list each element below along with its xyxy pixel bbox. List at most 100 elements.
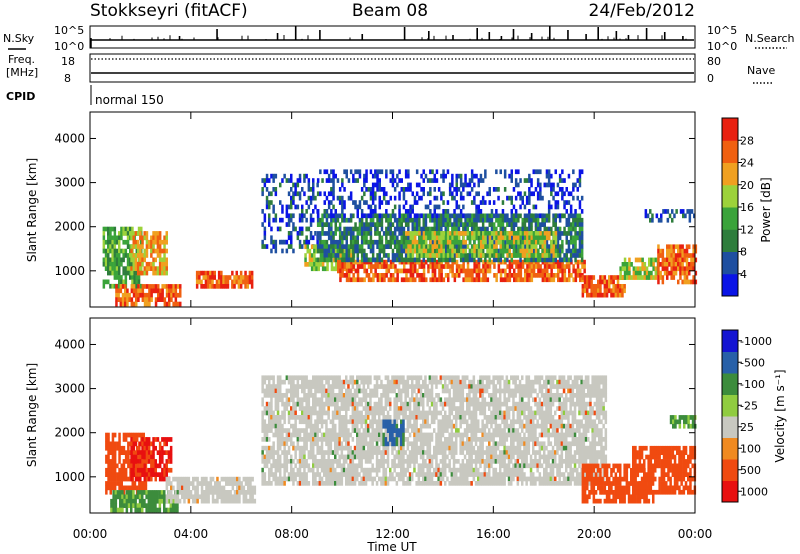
heatmap-cell (565, 277, 569, 283)
heatmap-cell (268, 384, 271, 389)
heatmap-cell (325, 476, 328, 482)
heatmap-cell (152, 441, 155, 447)
heatmap-cell (438, 273, 441, 278)
heatmap-cell (504, 231, 507, 236)
heatmap-cell (135, 292, 138, 298)
heatmap-cell (265, 200, 269, 205)
heatmap-cell (303, 445, 306, 451)
heatmap-cell (488, 222, 491, 227)
heatmap-cell (347, 231, 351, 236)
heatmap-cell (451, 257, 454, 263)
heatmap-cell (486, 239, 489, 245)
heatmap-cell (506, 253, 509, 258)
heatmap-cell (158, 463, 162, 469)
heatmap-cell (603, 275, 607, 280)
heatmap-cell (314, 406, 317, 411)
heatmap-cell (107, 476, 110, 482)
heatmap-cell (367, 244, 370, 249)
heatmap-cell (335, 266, 338, 272)
heatmap-cell (348, 277, 351, 283)
heatmap-cell (336, 401, 339, 407)
heatmap-cell (122, 472, 126, 477)
heatmap-cell (133, 450, 137, 455)
heatmap-cell (634, 270, 638, 276)
heatmap-cell (374, 209, 377, 214)
heatmap-cell (634, 275, 638, 280)
heatmap-cell (387, 257, 390, 263)
heatmap-cell (119, 498, 122, 504)
heatmap-cell (154, 270, 157, 276)
heatmap-cell (471, 235, 474, 241)
heatmap-cell (220, 279, 223, 285)
heatmap-cell (351, 410, 355, 416)
heatmap-cell (632, 275, 636, 280)
heatmap-cell (124, 275, 128, 280)
heatmap-cell (572, 195, 575, 201)
heatmap-cell (409, 235, 412, 241)
heatmap-cell (426, 257, 430, 263)
heatmap-cell (497, 213, 500, 219)
heatmap-cell (109, 459, 112, 464)
heatmap-cell (576, 195, 579, 201)
heatmap-cell (211, 494, 215, 500)
heatmap-cell (550, 187, 553, 192)
heatmap-cell (209, 275, 212, 280)
heatmap-cell (414, 268, 417, 274)
heatmap-cell (497, 187, 500, 192)
heatmap-cell (374, 231, 377, 236)
heatmap-cell (431, 277, 435, 283)
heatmap-cell (506, 277, 509, 283)
heatmap-cell (411, 277, 415, 283)
heatmap-cell (327, 375, 330, 381)
heatmap-cell (325, 253, 329, 258)
heatmap-cell (561, 231, 564, 236)
heatmap-cell (272, 187, 275, 192)
heatmap-cell (114, 494, 118, 500)
heatmap-cell (435, 178, 439, 183)
heatmap-cell (543, 253, 547, 258)
heatmap-cell (420, 239, 423, 245)
heatmap-cell (415, 217, 419, 223)
heatmap-cell (499, 217, 502, 223)
heatmap-cell (424, 213, 428, 219)
heatmap-cell (287, 397, 291, 403)
heatmap-cell (172, 284, 175, 289)
heatmap-cell (327, 379, 330, 385)
heatmap-cell (321, 239, 324, 245)
heatmap-cell (132, 239, 135, 245)
heatmap-cell (453, 195, 456, 201)
heatmap-cell (340, 419, 344, 425)
heatmap-cell (343, 213, 346, 219)
heatmap-cell (512, 217, 516, 223)
heatmap-cell (185, 481, 188, 486)
heatmap-cell (552, 217, 555, 223)
heatmap-cell (276, 432, 280, 438)
heatmap-cell (251, 490, 254, 495)
heatmap-cell (623, 266, 627, 272)
heatmap-cell (565, 264, 569, 269)
heatmap-cell (276, 393, 280, 398)
heatmap-cell (170, 490, 173, 495)
heatmap-cell (169, 467, 173, 473)
heatmap-cell (352, 200, 355, 205)
heatmap-cell (391, 178, 395, 183)
heatmap-cell (134, 476, 138, 482)
heatmap-cell (345, 375, 348, 381)
heatmap-cell (510, 244, 513, 249)
heatmap-cell (343, 273, 347, 278)
heatmap-cell (118, 279, 121, 285)
heatmap-cell (616, 275, 620, 280)
heatmap-cell (102, 261, 106, 267)
heatmap-cell (418, 244, 421, 249)
heatmap-cell (323, 410, 326, 416)
heatmap-cell (407, 173, 410, 179)
heatmap-cell (558, 187, 562, 192)
heatmap-cell (332, 257, 336, 263)
heatmap-cell (225, 494, 228, 500)
heatmap-cell (338, 235, 342, 241)
heatmap-cell (270, 463, 273, 469)
heatmap-cell (363, 231, 366, 236)
heatmap-cell (290, 410, 293, 416)
heatmap-cell (382, 253, 386, 258)
heatmap-cell (550, 239, 553, 245)
